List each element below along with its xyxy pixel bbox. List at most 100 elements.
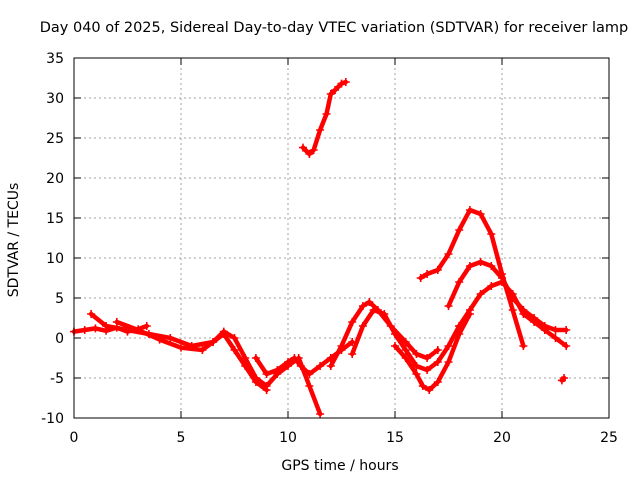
data-point <box>423 354 432 362</box>
data-point <box>391 330 399 338</box>
data-point <box>230 346 239 354</box>
series-track-e <box>298 78 350 158</box>
data-point <box>322 110 331 118</box>
x-tick-label: 20 <box>493 430 511 446</box>
data-point <box>551 326 560 334</box>
data-point <box>348 318 357 326</box>
data-point <box>365 298 374 306</box>
data-point <box>251 354 260 362</box>
data-point <box>348 350 357 358</box>
data-point <box>455 330 464 338</box>
data-point <box>209 338 218 346</box>
data-point <box>433 266 442 274</box>
data-point <box>341 78 350 86</box>
data-point <box>465 206 474 214</box>
series-line <box>418 207 526 349</box>
data-point <box>316 410 325 418</box>
series-line <box>300 79 349 157</box>
data-point <box>273 366 282 374</box>
data-point <box>155 335 164 344</box>
data-point <box>305 150 314 158</box>
data-point <box>284 358 292 366</box>
data-point <box>433 346 442 354</box>
y-tick-label: 10 <box>46 251 64 267</box>
y-tick-label: 20 <box>46 171 64 187</box>
y-tick-label: -10 <box>41 411 64 427</box>
chart-title: Day 040 of 2025, Sidereal Day-to-day VTE… <box>40 20 629 36</box>
data-point <box>177 343 185 352</box>
data-point <box>198 346 207 354</box>
series-track-h <box>391 310 474 394</box>
data-point <box>433 378 442 386</box>
x-tick-labels: 0 5 10 15 20 25 <box>70 430 618 446</box>
data-point <box>251 374 260 382</box>
plot-frame <box>73 57 610 419</box>
axis-ticks <box>73 57 610 419</box>
data-point <box>112 318 121 326</box>
y-tick-label: 35 <box>46 51 64 67</box>
data-point <box>444 358 453 366</box>
data-point <box>326 362 335 370</box>
y-tick-label: -5 <box>50 371 64 387</box>
data-point <box>305 382 314 390</box>
data-point <box>305 370 314 378</box>
data-point <box>416 274 425 282</box>
data-point <box>87 310 96 318</box>
x-tick-label: 10 <box>279 430 297 446</box>
data-point <box>551 334 560 342</box>
data-point <box>316 126 325 134</box>
x-tick-label: 0 <box>70 430 79 446</box>
series-track-k <box>455 278 571 350</box>
y-tick-label: 5 <box>55 291 64 307</box>
data-point <box>530 318 539 326</box>
grid-lines <box>74 58 609 418</box>
x-tick-label: 25 <box>600 430 618 446</box>
data-point <box>508 290 517 298</box>
data-point <box>540 326 549 334</box>
data-point <box>309 146 318 154</box>
y-tick-labels: -10 -5 0 5 10 15 20 25 30 35 <box>41 51 64 427</box>
data-point <box>519 310 528 318</box>
y-tick-label: 0 <box>55 331 64 347</box>
x-tick-label: 15 <box>386 430 404 446</box>
data-point <box>519 342 528 350</box>
x-axis-label: GPS time / hours <box>281 458 398 474</box>
data-point <box>326 90 335 98</box>
data-point <box>391 342 399 350</box>
series-track-f <box>326 298 442 370</box>
data-point <box>337 342 346 350</box>
data-point <box>401 346 410 354</box>
data-point <box>358 302 367 310</box>
data-point <box>91 324 100 333</box>
data-point <box>412 350 421 358</box>
x-tick-label: 5 <box>177 430 186 446</box>
data-point <box>498 278 506 286</box>
data-point <box>465 262 474 270</box>
data-point <box>476 290 485 298</box>
y-tick-label: 15 <box>46 211 64 227</box>
data-point <box>487 282 496 290</box>
data-point <box>444 302 453 310</box>
data-point <box>134 326 143 334</box>
series-track-c <box>112 318 325 418</box>
data-point <box>465 306 474 314</box>
data-point <box>418 382 427 390</box>
data-point <box>80 326 89 334</box>
data-point <box>444 342 453 350</box>
data-point <box>369 306 378 314</box>
data-point <box>230 334 239 342</box>
data-point <box>298 143 307 152</box>
data-point <box>412 370 421 378</box>
data-point <box>358 322 367 330</box>
series-track-i <box>416 206 528 350</box>
data-point <box>262 370 271 378</box>
data-point <box>444 250 453 258</box>
data-point <box>425 386 434 394</box>
data-point <box>262 382 271 390</box>
data-point <box>219 327 228 336</box>
data-point <box>316 362 325 370</box>
data-point <box>476 210 485 218</box>
data-point <box>455 226 464 234</box>
data-point <box>487 262 496 270</box>
data-point <box>296 362 305 370</box>
